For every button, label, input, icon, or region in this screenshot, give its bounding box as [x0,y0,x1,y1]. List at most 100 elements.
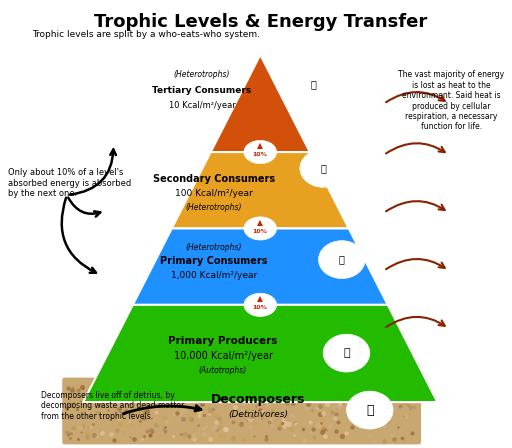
Polygon shape [211,55,310,152]
Point [68,431,76,438]
Point [70,402,78,409]
Point [283,400,291,407]
Ellipse shape [244,293,276,316]
Point [206,387,214,394]
Point [258,414,266,422]
Point [239,408,247,415]
Point [146,431,155,439]
Text: Trophic levels are split by a who-eats-who system.: Trophic levels are split by a who-eats-w… [32,30,260,39]
Point [341,397,349,404]
Point [298,396,306,404]
Point [175,388,183,396]
Point [365,403,373,410]
Point [366,433,374,440]
Point [185,432,193,439]
Text: (Detritivores): (Detritivores) [228,409,288,418]
Point [101,389,109,396]
Point [83,388,91,395]
Point [96,427,104,435]
Point [220,431,228,438]
Point [120,428,128,435]
Point [330,431,338,439]
Point [160,388,168,395]
Point [181,406,189,414]
Point [291,420,299,427]
Point [320,426,328,433]
Point [69,414,77,421]
Text: Decomposers live off of detrius, by
decomposing waste and dead matter
from the o: Decomposers live off of detrius, by deco… [41,391,184,421]
Point [236,411,244,418]
Point [317,419,325,426]
Point [334,419,343,426]
Point [290,431,298,439]
Point [388,393,396,401]
Point [332,410,340,418]
Point [264,397,272,405]
Point [172,384,180,391]
Ellipse shape [323,334,370,372]
Point [254,408,263,415]
Point [269,411,277,418]
Point [107,430,115,437]
Point [178,407,186,414]
Point [151,400,159,407]
Text: 10%: 10% [253,228,268,233]
Point [175,398,183,405]
Text: (Autotrophs): (Autotrophs) [199,366,247,375]
Point [345,385,353,392]
Point [215,423,223,431]
Point [251,395,260,402]
Point [380,437,389,444]
Point [126,411,135,418]
Point [200,411,208,418]
Point [282,393,290,400]
Point [133,401,141,408]
Point [336,392,344,400]
Point [388,384,396,392]
Point [143,428,151,435]
Point [284,397,292,405]
Point [403,402,412,409]
Point [212,413,220,420]
Point [143,408,151,415]
Point [194,386,202,393]
Point [246,414,254,421]
Point [216,432,224,439]
Ellipse shape [244,141,276,164]
Point [267,415,275,422]
Point [152,398,160,405]
Point [274,425,283,432]
Point [141,399,150,406]
Point [367,398,375,405]
Point [214,386,222,393]
Point [248,408,257,415]
Point [260,400,268,407]
Point [74,402,82,409]
Point [318,424,327,431]
Point [101,414,110,421]
Point [150,406,158,413]
Point [161,415,169,422]
Text: ▲: ▲ [258,218,263,227]
Point [63,385,72,392]
Point [286,389,294,396]
Point [326,422,334,430]
Point [369,402,377,409]
Point [73,406,81,413]
Point [318,427,327,434]
Point [153,401,161,409]
Point [222,425,230,432]
Point [211,418,220,426]
Point [130,435,138,443]
Point [147,426,155,433]
Point [395,402,403,409]
Point [388,431,396,439]
Point [382,418,391,425]
Point [79,422,88,430]
Point [401,400,410,407]
Point [216,388,224,395]
Point [240,437,248,444]
Point [172,413,180,420]
Point [262,435,270,443]
Text: (Heterotrophs): (Heterotrophs) [185,202,242,211]
